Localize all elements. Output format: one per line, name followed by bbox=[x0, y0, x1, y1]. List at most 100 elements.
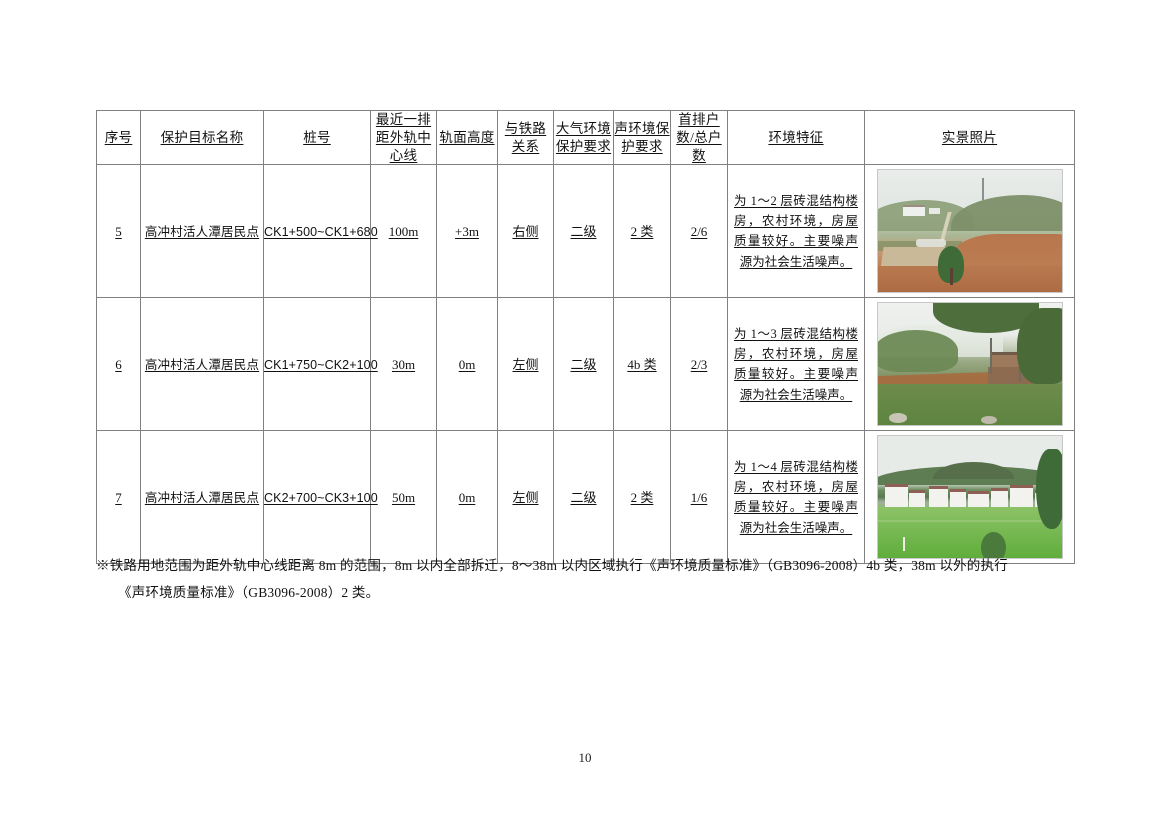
header-cell-feature: 环境特征 bbox=[727, 109, 865, 166]
row-stake-value: CK1+750~CK2+100 bbox=[264, 357, 378, 372]
cell-no: 6 bbox=[96, 297, 141, 432]
protection-targets-table: 序号 保护目标名称 桩号 最近一排距外轨中心线 轨面高度 与铁路关系 大气环境保… bbox=[96, 109, 1075, 565]
cell-name: 高冲村活人潭居民点 bbox=[140, 297, 264, 432]
cell-distance: 30m bbox=[370, 297, 437, 432]
row-noise-value: 2 类 bbox=[630, 489, 654, 505]
header-label-feature: 环境特征 bbox=[768, 129, 824, 145]
row-noise-value: 4b 类 bbox=[627, 356, 657, 372]
rock-shape bbox=[888, 413, 907, 423]
cell-noise: 2 类 bbox=[613, 164, 671, 299]
tree-left-shape bbox=[877, 330, 959, 372]
building-shape bbox=[903, 204, 926, 217]
cell-rail-height: +3m bbox=[436, 164, 498, 299]
table-row: 6 高冲村活人潭居民点 CK1+750~CK2+100 30m 0m 左侧 二级… bbox=[96, 297, 1075, 432]
header-cell-photo: 实景照片 bbox=[864, 109, 1075, 166]
row-side-value: 左侧 bbox=[512, 489, 539, 505]
cell-side: 左侧 bbox=[497, 297, 554, 432]
header-label-side: 与铁路关系 bbox=[504, 120, 547, 154]
row-name-value: 高冲村活人潭居民点 bbox=[144, 357, 260, 372]
page-number: 10 bbox=[578, 750, 592, 765]
header-label-stake: 桩号 bbox=[303, 129, 331, 145]
header-label-photo: 实景照片 bbox=[941, 129, 998, 145]
cell-households: 2/6 bbox=[670, 164, 728, 299]
row-distance-value: 100m bbox=[388, 223, 419, 239]
cell-noise: 2 类 bbox=[613, 430, 671, 565]
cell-name: 高冲村活人潭居民点 bbox=[140, 164, 264, 299]
row-name-value: 高冲村活人潭居民点 bbox=[144, 224, 260, 239]
row-no-value: 5 bbox=[115, 223, 122, 239]
row-air-value: 二级 bbox=[570, 356, 597, 372]
header-cell-name: 保护目标名称 bbox=[140, 109, 264, 166]
header-label-households: 首排户数/总户数 bbox=[676, 112, 722, 163]
field-post-shape bbox=[903, 536, 906, 552]
cell-feature: 为 1～3 层砖混结构楼房，农村环境，房屋质量较好。主要噪声源为社会生活噪声。 bbox=[727, 297, 865, 432]
header-cell-households: 首排户数/总户数 bbox=[670, 109, 728, 166]
row-distance-value: 50m bbox=[391, 489, 416, 505]
row-feature-value: 为 1～3 层砖混结构楼房，农村环境，房屋质量较好。主要噪声源为社会生活噪声。 bbox=[734, 326, 858, 402]
cell-rail-height: 0m bbox=[436, 297, 498, 432]
tree-canopy-right-shape bbox=[1017, 308, 1062, 384]
tree-shape bbox=[1035, 448, 1062, 530]
house-shape bbox=[1010, 484, 1034, 508]
house-shape bbox=[909, 490, 926, 508]
cell-distance: 50m bbox=[370, 430, 437, 565]
tree-secondary-shape bbox=[980, 531, 1007, 559]
cell-no: 7 bbox=[96, 430, 141, 565]
header-cell-noise: 声环境保护要求 bbox=[613, 109, 671, 166]
cell-households: 1/6 bbox=[670, 430, 728, 565]
cell-no: 5 bbox=[96, 164, 141, 299]
header-label-no: 序号 bbox=[104, 129, 133, 145]
cell-feature: 为 1～4 层砖混结构楼房，农村环境，房屋质量较好。主要噪声源为社会生活噪声。 bbox=[727, 430, 865, 565]
cell-photo bbox=[864, 297, 1075, 432]
house-shape bbox=[967, 491, 989, 508]
cell-distance: 100m bbox=[370, 164, 437, 299]
row-feature-value: 为 1～2 层砖混结构楼房，农村环境，房屋质量较好。主要噪声源为社会生活噪声。 bbox=[734, 193, 858, 269]
table-row: 5 高冲村活人潭居民点 CK1+500~CK1+680 100m +3m 右侧 … bbox=[96, 164, 1075, 299]
debris-shape bbox=[916, 238, 946, 248]
tree-shape bbox=[938, 246, 964, 285]
row-stake-value: CK1+500~CK1+680 bbox=[264, 224, 378, 239]
row-feature-value: 为 1～4 层砖混结构楼房，农村环境，房屋质量较好。主要噪声源为社会生活噪声。 bbox=[734, 459, 858, 535]
table-row: 7 高冲村活人潭居民点 CK2+700~CK3+100 50m 0m 左侧 二级… bbox=[96, 430, 1075, 565]
header-label-name: 保护目标名称 bbox=[160, 129, 244, 145]
row-air-value: 二级 bbox=[570, 223, 597, 239]
house-shape bbox=[928, 486, 949, 508]
site-photo-image bbox=[876, 302, 1063, 427]
rice-paddy-shape bbox=[877, 507, 1062, 559]
row-rail-height-value: 0m bbox=[458, 489, 476, 505]
transmission-tower-shape bbox=[982, 177, 985, 200]
row-noise-value: 2 类 bbox=[630, 223, 654, 239]
village-row-shape bbox=[881, 480, 1058, 508]
cell-rail-height: 0m bbox=[436, 430, 498, 565]
row-rail-height-value: 0m bbox=[458, 356, 476, 372]
table-footnote: ※铁路用地范围为距外轨中心线距离 8m 的范围，8m 以内全部拆迁，8～38m … bbox=[96, 552, 1076, 606]
row-stake-value: CK2+700~CK3+100 bbox=[264, 490, 378, 505]
row-name-value: 高冲村活人潭居民点 bbox=[144, 490, 260, 505]
cell-air: 二级 bbox=[553, 430, 614, 565]
table-header-row: 序号 保护目标名称 桩号 最近一排距外轨中心线 轨面高度 与铁路关系 大气环境保… bbox=[96, 109, 1075, 166]
cell-photo bbox=[864, 164, 1075, 299]
cell-stake: CK1+500~CK1+680 bbox=[263, 164, 378, 299]
house-shape bbox=[950, 488, 966, 508]
house-shape bbox=[884, 484, 908, 508]
grass-foreground-shape bbox=[877, 383, 1062, 426]
header-cell-distance: 最近一排距外轨中心线 bbox=[370, 109, 437, 166]
utility-pole-secondary-shape bbox=[989, 337, 992, 375]
row-households-value: 1/6 bbox=[690, 489, 708, 505]
header-cell-no: 序号 bbox=[96, 109, 141, 166]
building-shape-secondary bbox=[929, 208, 941, 215]
hill-secondary-shape bbox=[932, 462, 1014, 480]
header-label-air: 大气环境保护要求 bbox=[555, 120, 612, 154]
cell-side: 右侧 bbox=[497, 164, 554, 299]
cell-name: 高冲村活人潭居民点 bbox=[140, 430, 264, 565]
cell-stake: CK2+700~CK3+100 bbox=[263, 430, 378, 565]
red-clay-foreground-shape bbox=[877, 265, 1062, 293]
row-no-value: 6 bbox=[115, 356, 122, 372]
protection-targets-table-wrapper: 序号 保护目标名称 桩号 最近一排距外轨中心线 轨面高度 与铁路关系 大气环境保… bbox=[96, 109, 1075, 565]
header-cell-side: 与铁路关系 bbox=[497, 109, 554, 166]
header-label-distance: 最近一排距外轨中心线 bbox=[375, 112, 432, 163]
site-photo-image bbox=[876, 169, 1063, 294]
row-rail-height-value: +3m bbox=[455, 223, 479, 239]
row-air-value: 二级 bbox=[570, 489, 597, 505]
